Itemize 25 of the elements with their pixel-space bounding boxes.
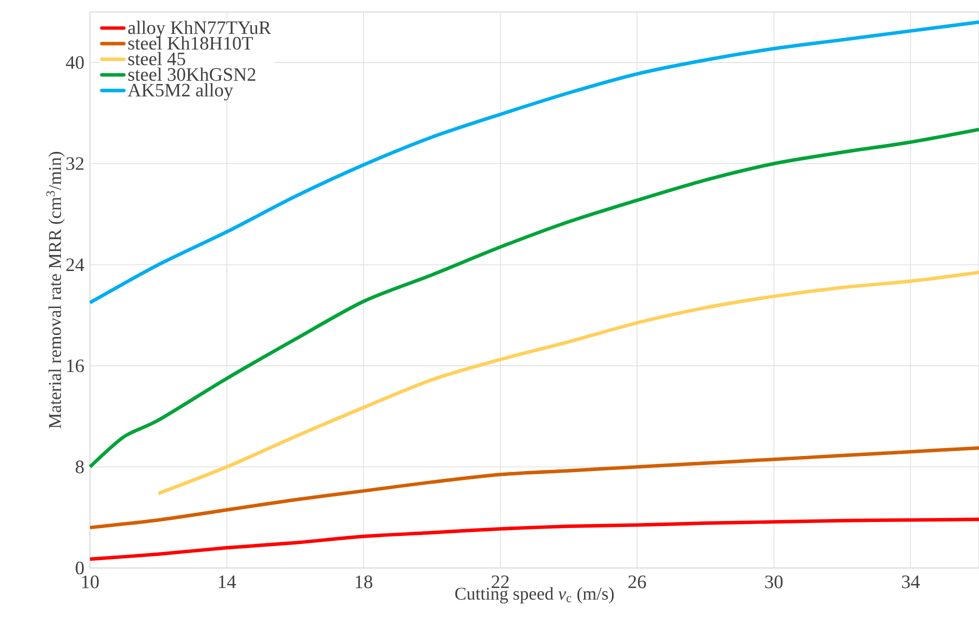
y-axis-title: Material removal rate MRR (cm$^{3}$/min) xyxy=(46,152,65,428)
y-tick-label: 40 xyxy=(66,56,84,69)
y-tick-label: 24 xyxy=(66,258,84,271)
line-series xyxy=(156,270,979,496)
y-tick-label: 0 xyxy=(76,562,84,574)
line-series xyxy=(88,446,979,530)
x-tick-label: 26 xyxy=(628,576,646,588)
y-tick-label: 16 xyxy=(67,359,84,372)
y-tick-label: 32 xyxy=(66,157,84,170)
x-tick-label: 14 xyxy=(218,576,236,588)
line-series xyxy=(88,20,979,304)
x-tick-label: 30 xyxy=(765,576,783,588)
legend-label: AK5M2 alloy xyxy=(128,83,234,100)
legend-label: steel 30KhGSN2 xyxy=(128,68,256,81)
legend-label: steel Kh18H10T xyxy=(128,36,253,50)
y-tick-label: 8 xyxy=(76,460,84,474)
x-tick-label: 34 xyxy=(902,576,920,588)
line-series xyxy=(88,518,979,561)
x-tick-label: 22 xyxy=(492,576,509,588)
legend-label: steel 45 xyxy=(128,52,186,66)
x-tick-label: 10 xyxy=(82,576,99,588)
line-series xyxy=(88,128,979,469)
x-axis-title: Cutting speed v$_{c}$ (m/s) xyxy=(455,587,614,604)
legend-label: alloy KhN77TYuR xyxy=(128,20,272,38)
x-tick-label: 18 xyxy=(356,576,372,588)
